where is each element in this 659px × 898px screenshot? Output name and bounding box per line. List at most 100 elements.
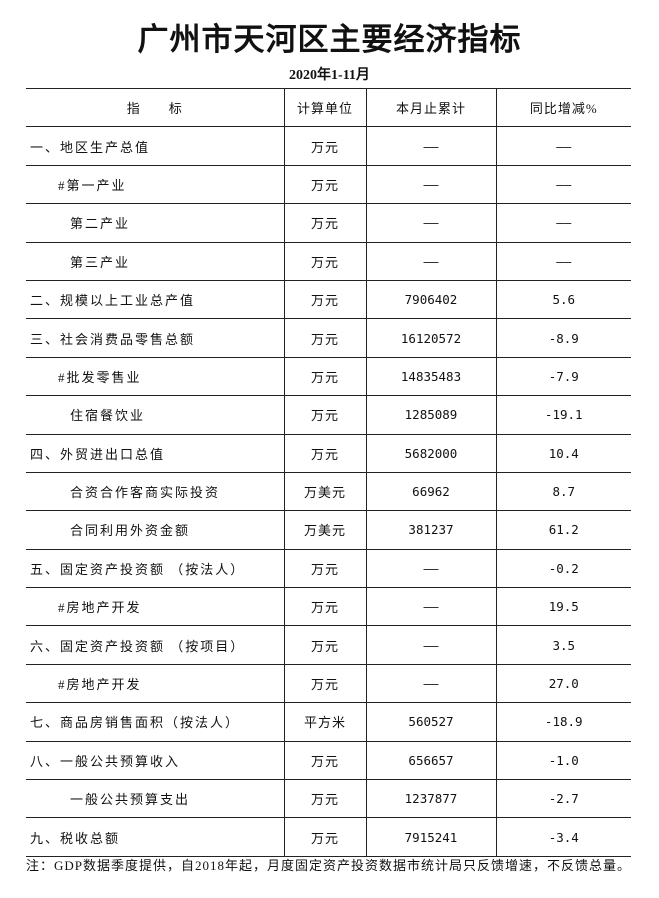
cumulative-value: —— [365,663,496,704]
cumulative-value: 66962 [365,471,496,512]
table-row: 一、地区生产总值 万元 —— —— [26,126,631,166]
cumulative-value: —— [365,241,496,281]
header-indicator: 指 标 [26,87,284,128]
indicator-name: 住宿餐饮业 [26,395,284,435]
cumulative-value: 5682000 [365,433,496,473]
indicator-name: 六、固定资产投资额 （按项目） [26,625,284,665]
unit-cell: 万元 [283,663,366,704]
table-row: 八、一般公共预算收入 万元 656657 -1.0 [26,740,631,781]
table-row: 合同利用外资金额 万美元 381237 61.2 [26,510,631,550]
yoy-change: 5.6 [495,279,631,320]
yoy-change: -7.9 [495,356,631,397]
unit-cell: 万元 [283,740,366,781]
indicator-name: 三、社会消费品零售总额 [26,318,284,358]
yoy-change: -1.0 [495,740,631,781]
cumulative-value: —— [365,126,496,166]
table-row: 三、社会消费品零售总额 万元 16120572 -8.9 [26,318,631,358]
table-row: 合资合作客商实际投资 万美元 66962 8.7 [26,471,631,512]
table-row: 九、税收总额 万元 7915241 -3.4 [26,817,631,857]
yoy-change: —— [495,126,631,166]
indicator-name: 合同利用外资金额 [26,510,284,550]
cumulative-value: 1285089 [365,395,496,435]
unit-cell: 万美元 [283,510,366,550]
period-subtitle: 2020年1-11月 [289,68,370,83]
table-row: #房地产开发 万元 —— 27.0 [26,663,631,704]
yoy-change: 8.7 [495,471,631,512]
cumulative-value: 14835483 [365,356,496,397]
yoy-change: -18.9 [495,702,631,742]
table-row: 第三产业 万元 —— —— [26,241,631,281]
unit-cell: 万元 [283,625,366,665]
indicator-name: 第二产业 [26,203,284,243]
indicator-name: 一、地区生产总值 [26,126,284,166]
unit-cell: 万元 [283,241,366,281]
unit-cell: 万元 [283,779,366,819]
table-row: 七、商品房销售面积（按法人） 平方米 560527 -18.9 [26,702,631,742]
yoy-change: -19.1 [495,395,631,435]
table-header-row: 指 标 计算单位 本月止累计 同比增减% [26,87,631,128]
cumulative-value: —— [365,625,496,665]
unit-cell: 万元 [283,164,366,205]
indicator-name: 第三产业 [26,241,284,281]
cumulative-value: 7906402 [365,279,496,320]
cumulative-value: 560527 [365,702,496,742]
cumulative-value: 7915241 [365,817,496,857]
indicators-table: 指 标 计算单位 本月止累计 同比增减% 一、地区生产总值 万元 —— —— #第一产业… [26,87,631,857]
indicator-name: #批发零售业 [26,356,284,397]
indicator-name: 二、规模以上工业总产值 [26,279,284,320]
table-row: 二、规模以上工业总产值 万元 7906402 5.6 [26,279,631,320]
table-row: 五、固定资产投资额 （按法人） 万元 —— -0.2 [26,548,631,589]
yoy-change: —— [495,203,631,243]
unit-cell: 万元 [283,356,366,397]
yoy-change: —— [495,164,631,205]
table-row: #批发零售业 万元 14835483 -7.9 [26,356,631,397]
table-row: 住宿餐饮业 万元 1285089 -19.1 [26,395,631,435]
cumulative-value: 656657 [365,740,496,781]
unit-cell: 万元 [283,548,366,589]
table-row: 第二产业 万元 —— —— [26,203,631,243]
indicator-name: 四、外贸进出口总值 [26,433,284,473]
yoy-change: —— [495,241,631,281]
cumulative-value: —— [365,548,496,589]
yoy-change: -2.7 [495,779,631,819]
yoy-change: -3.4 [495,817,631,857]
unit-cell: 平方米 [283,702,366,742]
yoy-change: 61.2 [495,510,631,550]
cumulative-value: 16120572 [365,318,496,358]
yoy-change: 19.5 [495,587,631,627]
indicator-name: 八、一般公共预算收入 [26,740,284,781]
unit-cell: 万元 [283,817,366,857]
unit-cell: 万元 [283,279,366,320]
indicator-name: 九、税收总额 [26,817,284,857]
cumulative-value: —— [365,587,496,627]
yoy-change: -8.9 [495,318,631,358]
unit-cell: 万元 [283,126,366,166]
indicator-name: 五、固定资产投资额 （按法人） [26,548,284,589]
indicator-name: #房地产开发 [26,663,284,704]
table-row: 四、外贸进出口总值 万元 5682000 10.4 [26,433,631,473]
page-title: 广州市天河区主要经济指标 [137,22,522,57]
unit-cell: 万元 [283,433,366,473]
indicator-name: #房地产开发 [26,587,284,627]
yoy-change: 10.4 [495,433,631,473]
unit-cell: 万元 [283,395,366,435]
yoy-change: 3.5 [495,625,631,665]
indicator-name: #第一产业 [26,164,284,205]
table-row: 六、固定资产投资额 （按项目） 万元 —— 3.5 [26,625,631,665]
unit-cell: 万元 [283,203,366,243]
indicator-name: 七、商品房销售面积（按法人） [26,702,284,742]
unit-cell: 万美元 [283,471,366,512]
cumulative-value: 381237 [365,510,496,550]
cumulative-value: —— [365,164,496,205]
cumulative-value: 1237877 [365,779,496,819]
indicator-name: 合资合作客商实际投资 [26,471,284,512]
cumulative-value: —— [365,203,496,243]
table-row: 一般公共预算支出 万元 1237877 -2.7 [26,779,631,819]
indicator-name: 一般公共预算支出 [26,779,284,819]
yoy-change: 27.0 [495,663,631,704]
unit-cell: 万元 [283,318,366,358]
unit-cell: 万元 [283,587,366,627]
footnote: 注：GDP数据季度提供，自2018年起，月度固定资产投资数据市统计局只反馈增速，… [26,858,632,873]
yoy-change: -0.2 [495,548,631,589]
header-yoy: 同比增减% [495,87,631,128]
